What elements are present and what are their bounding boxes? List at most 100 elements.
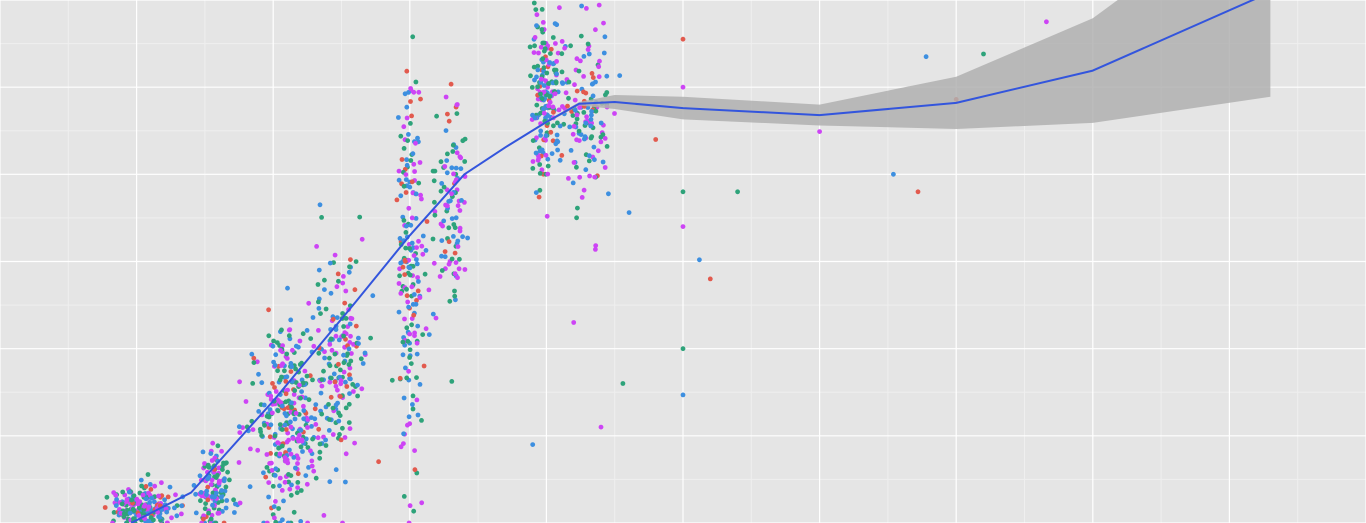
data-point [305, 425, 310, 430]
data-point [146, 490, 152, 496]
data-point [210, 440, 216, 446]
data-point [283, 427, 289, 432]
data-point [626, 210, 632, 216]
data-point [327, 379, 333, 385]
data-point [453, 215, 459, 221]
data-point [457, 256, 462, 262]
data-point [598, 120, 604, 126]
data-point [408, 222, 414, 228]
data-point [577, 174, 583, 180]
data-point [270, 483, 276, 489]
data-point [409, 215, 415, 221]
data-point [200, 449, 206, 455]
data-point [408, 99, 413, 104]
data-point [334, 284, 340, 290]
data-point [266, 494, 271, 500]
data-point [284, 457, 290, 463]
data-point [316, 267, 322, 273]
data-point [530, 166, 536, 171]
data-point [273, 499, 278, 504]
data-point [355, 393, 360, 399]
data-point [346, 401, 352, 407]
data-point [332, 351, 338, 357]
data-point [276, 506, 281, 511]
data-point [343, 288, 349, 294]
data-point [328, 336, 334, 342]
data-point [817, 129, 822, 135]
data-point [268, 422, 274, 428]
data-point [279, 363, 284, 368]
data-point [353, 259, 359, 264]
data-point [442, 164, 448, 169]
data-point [147, 500, 153, 505]
data-point [653, 137, 659, 142]
data-point [680, 224, 686, 230]
data-point [544, 57, 549, 63]
data-point [582, 136, 587, 142]
data-point [376, 459, 381, 465]
scatter-points [102, 0, 1049, 523]
data-point [445, 151, 450, 157]
data-point [567, 124, 573, 130]
data-point [223, 505, 229, 511]
data-point [264, 520, 270, 523]
data-point [306, 397, 312, 403]
data-point [559, 153, 565, 158]
data-point [442, 249, 448, 255]
data-point [533, 190, 539, 196]
data-point [396, 115, 401, 120]
data-point [308, 448, 313, 454]
data-point [291, 392, 297, 397]
data-point [286, 472, 291, 477]
data-point [449, 256, 455, 262]
data-point [542, 46, 548, 52]
data-point [328, 290, 334, 296]
data-point [311, 343, 317, 349]
data-point [346, 362, 352, 367]
data-point [555, 147, 560, 153]
data-point [328, 375, 334, 381]
data-point [216, 480, 222, 486]
data-point [317, 455, 323, 461]
data-point [581, 54, 587, 59]
data-point [423, 248, 429, 253]
data-point [536, 50, 541, 56]
data-point [576, 68, 582, 74]
data-point [422, 271, 428, 277]
data-point [248, 446, 253, 452]
data-point [263, 474, 269, 480]
data-point [449, 379, 455, 384]
data-point [298, 395, 303, 401]
data-point [565, 103, 570, 109]
data-point [193, 491, 199, 497]
data-point [407, 355, 412, 360]
data-point [426, 332, 432, 337]
data-point [600, 159, 606, 165]
data-point [169, 515, 174, 521]
data-point [406, 205, 412, 211]
data-point [456, 266, 462, 272]
data-point [891, 171, 896, 177]
data-point [293, 465, 298, 471]
data-point [406, 132, 411, 137]
data-point [417, 382, 423, 387]
data-point [309, 424, 314, 429]
data-point [541, 110, 547, 116]
data-point [460, 138, 466, 144]
data-point [113, 503, 119, 508]
data-point [530, 159, 536, 164]
data-point [417, 160, 423, 165]
data-point [313, 422, 319, 427]
data-point [348, 315, 354, 321]
data-point [538, 91, 543, 97]
confidence-band [131, 0, 1271, 523]
data-point [149, 495, 155, 501]
data-point [295, 485, 300, 490]
data-point [552, 21, 558, 26]
data-point [533, 150, 539, 156]
data-point [539, 167, 545, 173]
data-point [413, 216, 419, 221]
data-point [336, 278, 341, 284]
data-point [225, 469, 231, 475]
data-point [549, 151, 555, 157]
